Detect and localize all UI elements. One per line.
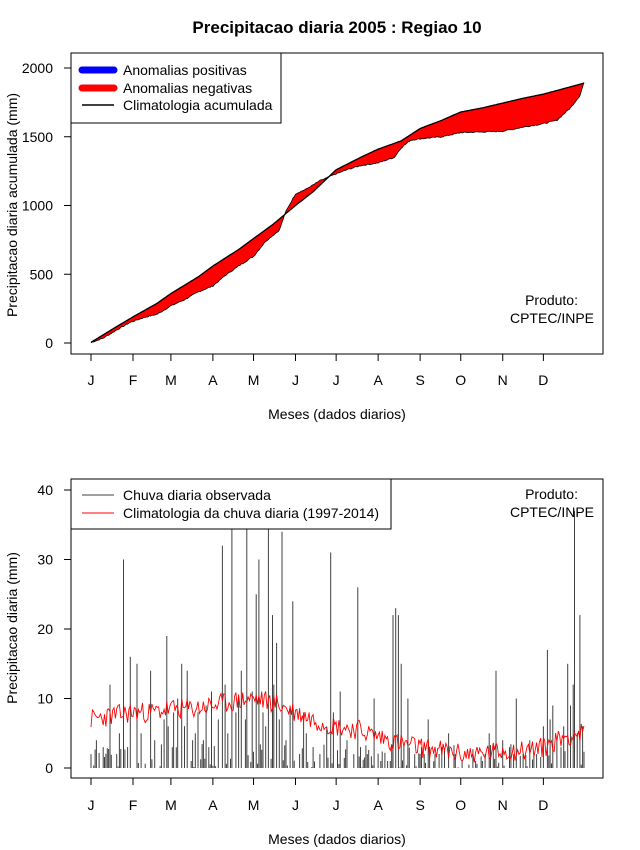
bottom-x-tick-label: S xyxy=(415,797,424,813)
top-credit-line1: Produto: xyxy=(525,292,578,308)
bottom-x-tick-label: J xyxy=(292,797,299,813)
bottom-credit-line1: Produto: xyxy=(525,486,578,502)
bottom-x-axis-label: Meses (dados diarios) xyxy=(268,831,406,847)
daily-rain-bars xyxy=(90,510,585,768)
daily-climatology-path xyxy=(90,691,585,763)
top-y-tick-label: 0 xyxy=(45,335,53,351)
legend-label-positive: Anomalias positivas xyxy=(123,62,247,78)
bottom-y-axis: 0 10 20 30 40 xyxy=(37,482,72,776)
bottom-x-tick-label: A xyxy=(373,797,383,813)
bottom-x-tick-label: M xyxy=(248,797,260,813)
bottom-x-tick-label: M xyxy=(165,797,177,813)
bottom-x-tick-label: N xyxy=(498,797,508,813)
bottom-x-tick-label: J xyxy=(88,797,95,813)
daily-climatology-line xyxy=(90,691,585,763)
top-x-tick-label: F xyxy=(129,372,138,388)
bottom-x-tick-label: D xyxy=(538,797,548,813)
observed-cumulative-line xyxy=(90,82,585,343)
bottom-credit-line2: CPTEC/INPE xyxy=(510,504,594,520)
bottom-legend: Chuva diaria observada Climatologia da c… xyxy=(70,478,392,530)
cumulative-chart: Precipitacao diaria 2005 : Regiao 10 0 50… xyxy=(4,18,604,422)
top-y-tick-label: 1500 xyxy=(22,129,53,145)
climatology-cumulative-line xyxy=(90,82,585,343)
top-y-axis: 0 500 1000 1500 2000 xyxy=(22,60,72,351)
bottom-legend-box xyxy=(70,478,392,530)
bottom-x-tick-label: F xyxy=(129,797,138,813)
top-x-axis-label: Meses (dados diarios) xyxy=(268,406,406,422)
top-x-tick-label: O xyxy=(455,372,466,388)
top-x-tick-label: J xyxy=(292,372,299,388)
cumulative-lines xyxy=(90,82,585,343)
anomaly-fill-area xyxy=(91,82,584,343)
top-y-axis-label: Precipitacao diaria acumulada (mm) xyxy=(4,93,20,317)
top-x-tick-label: N xyxy=(498,372,508,388)
top-x-tick-label: D xyxy=(538,372,548,388)
bottom-y-tick-label: 40 xyxy=(37,482,53,498)
top-legend: Anomalias positivas Anomalias negativas … xyxy=(70,52,282,124)
top-x-tick-label: M xyxy=(165,372,177,388)
legend-label-negative: Anomalias negativas xyxy=(123,80,252,96)
top-y-tick-label: 1000 xyxy=(22,198,53,214)
chart-title: Precipitacao diaria 2005 : Regiao 10 xyxy=(192,18,481,37)
top-x-tick-label: S xyxy=(415,372,424,388)
bottom-y-tick-label: 0 xyxy=(45,760,53,776)
top-x-tick-label: M xyxy=(248,372,260,388)
top-x-tick-label: J xyxy=(88,372,95,388)
legend-label-climatology: Climatologia acumulada xyxy=(123,97,273,113)
top-y-tick-label: 500 xyxy=(30,266,54,282)
negative-anomaly-fill xyxy=(91,82,584,343)
top-x-tick-label: J xyxy=(333,372,340,388)
bottom-x-tick-label: O xyxy=(455,797,466,813)
top-credit-line2: CPTEC/INPE xyxy=(510,310,594,326)
bottom-x-tick-label: J xyxy=(333,797,340,813)
daily-chart: 0 10 20 30 40 J F M A M J J A S O N D Precipitacao diar… xyxy=(4,478,604,847)
legend-label-daily-climatology: Climatologia da chuva diaria (1997-2014) xyxy=(123,505,379,521)
top-y-tick-label: 2000 xyxy=(22,60,53,76)
bottom-y-axis-label: Precipitacao diaria (mm) xyxy=(4,552,20,704)
top-x-tick-label: A xyxy=(208,372,218,388)
bottom-x-tick-label: A xyxy=(208,797,218,813)
top-x-tick-label: A xyxy=(373,372,383,388)
bottom-y-tick-label: 10 xyxy=(37,691,53,707)
legend-label-observed: Chuva diaria observada xyxy=(123,487,271,503)
bottom-y-tick-label: 30 xyxy=(37,552,53,568)
bottom-y-tick-label: 20 xyxy=(37,621,53,637)
